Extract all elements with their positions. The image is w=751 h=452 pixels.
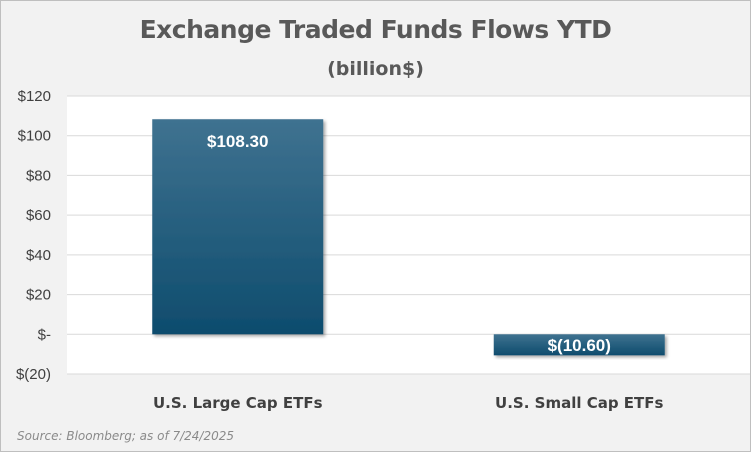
y-tick-label: $(20) (16, 366, 51, 383)
chart-subtitle: (billion$) (327, 58, 424, 80)
y-tick-label: $100 (18, 128, 51, 145)
y-tick-label: $60 (26, 207, 51, 224)
y-tick-label: $- (38, 326, 51, 343)
y-tick-label: $20 (26, 287, 51, 304)
x-tick-label: U.S. Large Cap ETFs (153, 394, 323, 412)
y-tick-label: $40 (26, 247, 51, 264)
bar (152, 119, 324, 335)
x-tick-label: U.S. Small Cap ETFs (495, 394, 663, 412)
y-tick-label: $120 (18, 88, 51, 105)
chart-title: Exchange Traded Funds Flows YTD (139, 15, 612, 44)
source-note: Source: Bloomberg; as of 7/24/2025 (17, 429, 235, 443)
data-label: $(10.60) (548, 336, 611, 355)
data-label: $108.30 (207, 132, 268, 151)
bar (493, 334, 665, 356)
y-tick-label: $80 (26, 167, 51, 184)
